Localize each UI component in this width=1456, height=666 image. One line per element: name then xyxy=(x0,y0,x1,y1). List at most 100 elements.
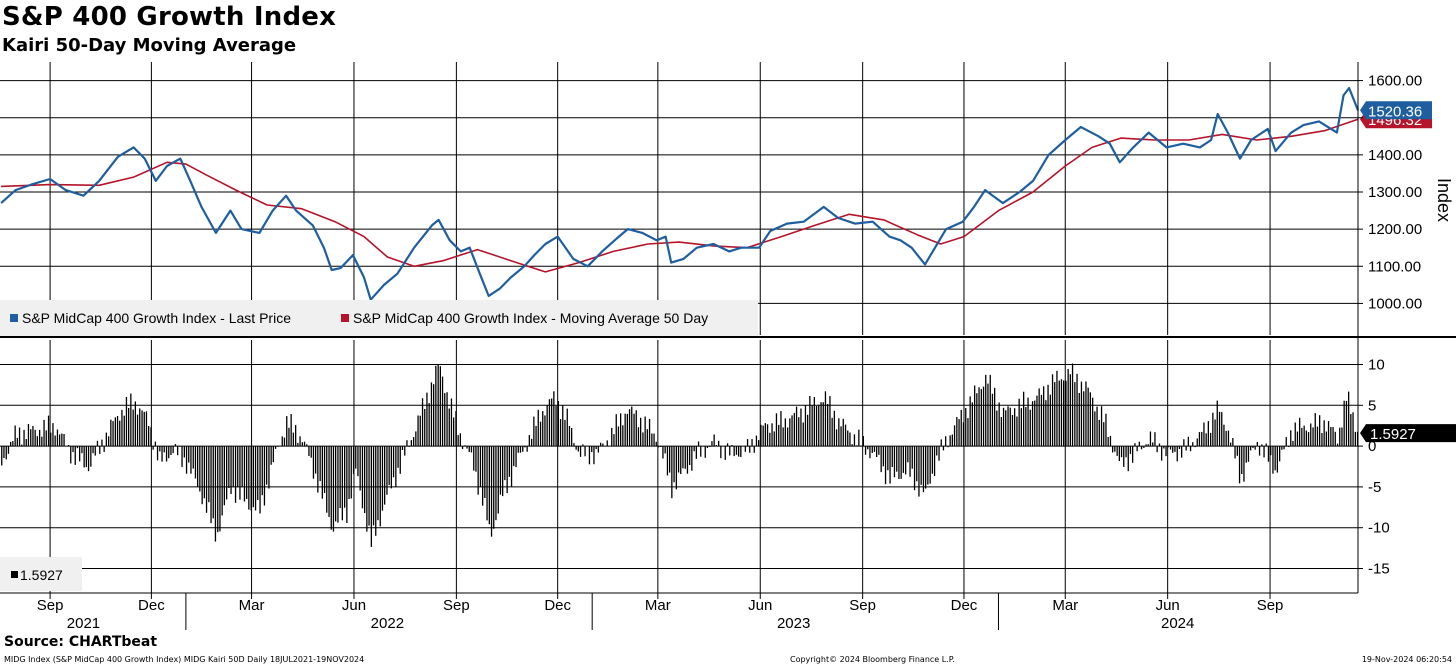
kairi-bar-110 xyxy=(246,446,248,499)
kairi-bar-472 xyxy=(1051,374,1054,447)
kairi-bar-276 xyxy=(615,414,617,447)
kairi-bar-155 xyxy=(346,446,348,523)
chart-title: S&P 400 Growth Index xyxy=(2,2,337,32)
kairi-bar-418 xyxy=(931,446,933,474)
kairi-bar-370 xyxy=(824,391,827,447)
kairi-bar-44 xyxy=(99,446,101,454)
kairi-bar-586 xyxy=(1305,430,1307,447)
kairi-bar-242 xyxy=(539,421,542,446)
kairi-bar-95 xyxy=(212,446,214,519)
kairi-bar-577 xyxy=(1285,437,1287,447)
kairi-bar-55 xyxy=(123,415,125,447)
kairi-bar-49 xyxy=(110,419,112,447)
kairi-bar-231 xyxy=(515,446,517,468)
kairi-bar-377 xyxy=(840,426,842,447)
kairi-bar-357 xyxy=(795,406,798,447)
kairi-bar-420 xyxy=(936,446,938,456)
kairi-bar-325 xyxy=(724,446,726,460)
kairi-bar-478 xyxy=(1065,380,1067,447)
kairi-bar-37 xyxy=(83,446,85,468)
kairi-bar-10 xyxy=(23,429,25,447)
kairi-bar-364 xyxy=(811,405,813,447)
kairi-bar-526 xyxy=(1172,446,1174,453)
kairi-bar-476 xyxy=(1060,379,1063,447)
kairi-bar-84 xyxy=(188,446,190,463)
kairi-bar-414 xyxy=(922,446,925,493)
kairi-bar-141 xyxy=(315,446,317,474)
kairi-bar-539 xyxy=(1201,431,1203,447)
bottom-ytick-label-0: -15 xyxy=(1368,561,1390,578)
kairi-bar-455 xyxy=(1014,408,1016,447)
kairi-bar-62 xyxy=(139,408,141,447)
kairi-bar-12 xyxy=(27,424,30,447)
kairi-bar-437 xyxy=(974,385,976,447)
kairi-bar-264 xyxy=(588,446,591,465)
kairi-bar-17 xyxy=(39,429,41,447)
kairi-bar-328 xyxy=(731,445,733,447)
kairi-bar-484 xyxy=(1078,393,1080,447)
kairi-bar-550 xyxy=(1225,430,1227,447)
kairi-bar-221 xyxy=(493,446,495,529)
kairi-bar-518 xyxy=(1154,432,1156,447)
kairi-bar-272 xyxy=(606,440,608,447)
kairi-bar-56 xyxy=(125,397,128,447)
kairi-bar-512 xyxy=(1140,446,1143,450)
kairi-bar-343 xyxy=(764,423,766,447)
kairi-bar-35 xyxy=(79,446,81,462)
kairi-bar-131 xyxy=(292,432,294,447)
kairi-bar-445 xyxy=(991,393,994,447)
kairi-bar-356 xyxy=(793,412,795,447)
kairi-bar-507 xyxy=(1129,446,1132,454)
kairi-bar-591 xyxy=(1316,426,1319,447)
kairi-bar-60 xyxy=(134,401,136,447)
kairi-bar-134 xyxy=(299,436,301,447)
kairi-bar-261 xyxy=(582,444,584,447)
kairi-bar-175 xyxy=(390,446,392,489)
kairi-bar-564 xyxy=(1256,442,1258,447)
kairi-bar-274 xyxy=(611,427,613,447)
kairi-bar-63 xyxy=(141,410,143,447)
kairi-bar-331 xyxy=(738,446,740,457)
top-ytick-label-1: 1100.00 xyxy=(1368,258,1421,275)
kairi-bar-419 xyxy=(933,446,936,476)
kairi-bar-20 xyxy=(45,430,47,447)
kairi-bar-99 xyxy=(221,446,223,516)
kairi-bar-185 xyxy=(413,437,415,447)
kairi-bar-581 xyxy=(1294,422,1296,447)
kairi-bar-2 xyxy=(5,446,7,460)
kairi-bar-571 xyxy=(1272,446,1274,474)
kairi-bar-551 xyxy=(1227,430,1230,446)
kairi-bar-147 xyxy=(328,446,330,517)
kairi-bar-195 xyxy=(435,365,437,447)
kairi-bar-438 xyxy=(976,393,978,447)
kairi-bar-207 xyxy=(461,446,464,450)
kairi-bar-144 xyxy=(321,446,323,499)
kairi-bar-461 xyxy=(1027,397,1029,447)
kairi-bar-109 xyxy=(243,446,246,502)
kairi-bar-464 xyxy=(1034,400,1036,447)
kairi-bar-508 xyxy=(1132,446,1134,463)
kairi-bar-471 xyxy=(1049,394,1051,447)
chart-subtitle: Kairi 50-Day Moving Average xyxy=(2,35,297,56)
kairi-bar-523 xyxy=(1165,446,1167,457)
kairi-bar-30 xyxy=(67,445,70,447)
kairi-bar-566 xyxy=(1261,444,1263,447)
kairi-bar-295 xyxy=(657,446,660,448)
kairi-bar-238 xyxy=(531,438,533,447)
kairi-bar-188 xyxy=(419,415,421,447)
kairi-bar-247 xyxy=(551,398,553,447)
kairi-bar-177 xyxy=(395,446,397,488)
kairi-bar-107 xyxy=(239,446,241,500)
kairi-bar-127 xyxy=(283,437,286,447)
kairi-bar-367 xyxy=(818,404,820,447)
kairi-bar-498 xyxy=(1109,435,1112,447)
kairi-bar-355 xyxy=(791,415,793,447)
kairi-bar-338 xyxy=(753,446,755,453)
kairi-bar-130 xyxy=(290,414,292,447)
kairi-bar-78 xyxy=(174,444,177,447)
kairi-bar-381 xyxy=(849,432,851,447)
kairi-bar-534 xyxy=(1189,446,1192,452)
kairi-bar-85 xyxy=(190,446,192,474)
kairi-bar-415 xyxy=(925,446,927,489)
